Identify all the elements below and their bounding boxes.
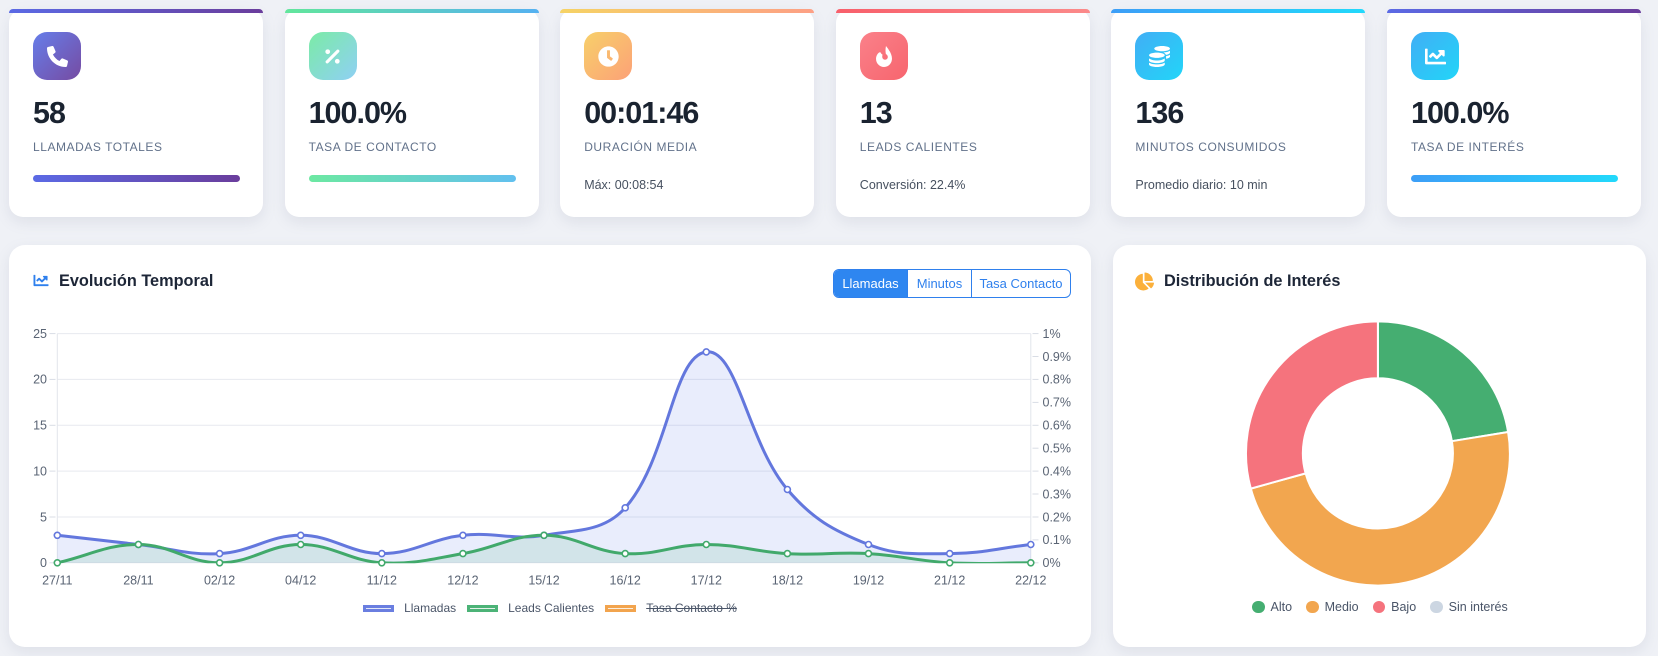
svg-text:25: 25 bbox=[33, 327, 47, 341]
svg-text:10: 10 bbox=[33, 464, 47, 478]
svg-text:12/12: 12/12 bbox=[447, 574, 478, 588]
svg-text:04/12: 04/12 bbox=[285, 574, 316, 588]
svg-text:15/12: 15/12 bbox=[528, 574, 559, 588]
svg-text:22/12: 22/12 bbox=[1015, 574, 1046, 588]
svg-text:21/12: 21/12 bbox=[934, 574, 965, 588]
svg-text:0.2%: 0.2% bbox=[1043, 510, 1072, 524]
svg-text:0.5%: 0.5% bbox=[1043, 442, 1072, 456]
svg-text:15: 15 bbox=[33, 419, 47, 433]
svg-text:0.3%: 0.3% bbox=[1043, 487, 1072, 501]
svg-text:0.4%: 0.4% bbox=[1043, 464, 1072, 478]
svg-text:0.6%: 0.6% bbox=[1043, 419, 1072, 433]
svg-text:17/12: 17/12 bbox=[691, 574, 722, 588]
svg-text:0.7%: 0.7% bbox=[1043, 396, 1072, 410]
svg-text:0: 0 bbox=[40, 556, 47, 570]
svg-text:0.8%: 0.8% bbox=[1043, 373, 1072, 387]
svg-text:11/12: 11/12 bbox=[367, 574, 397, 588]
svg-text:28/11: 28/11 bbox=[123, 574, 153, 588]
svg-text:18/12: 18/12 bbox=[772, 574, 803, 588]
svg-text:0.9%: 0.9% bbox=[1043, 350, 1072, 364]
svg-text:20: 20 bbox=[33, 373, 47, 387]
svg-text:19/12: 19/12 bbox=[853, 574, 884, 588]
svg-text:16/12: 16/12 bbox=[610, 574, 641, 588]
svg-text:5: 5 bbox=[40, 510, 47, 524]
svg-text:27/11: 27/11 bbox=[42, 574, 72, 588]
svg-text:1%: 1% bbox=[1043, 327, 1061, 341]
svg-text:0.1%: 0.1% bbox=[1043, 533, 1072, 547]
svg-text:02/12: 02/12 bbox=[204, 574, 235, 588]
svg-text:0%: 0% bbox=[1043, 556, 1061, 570]
